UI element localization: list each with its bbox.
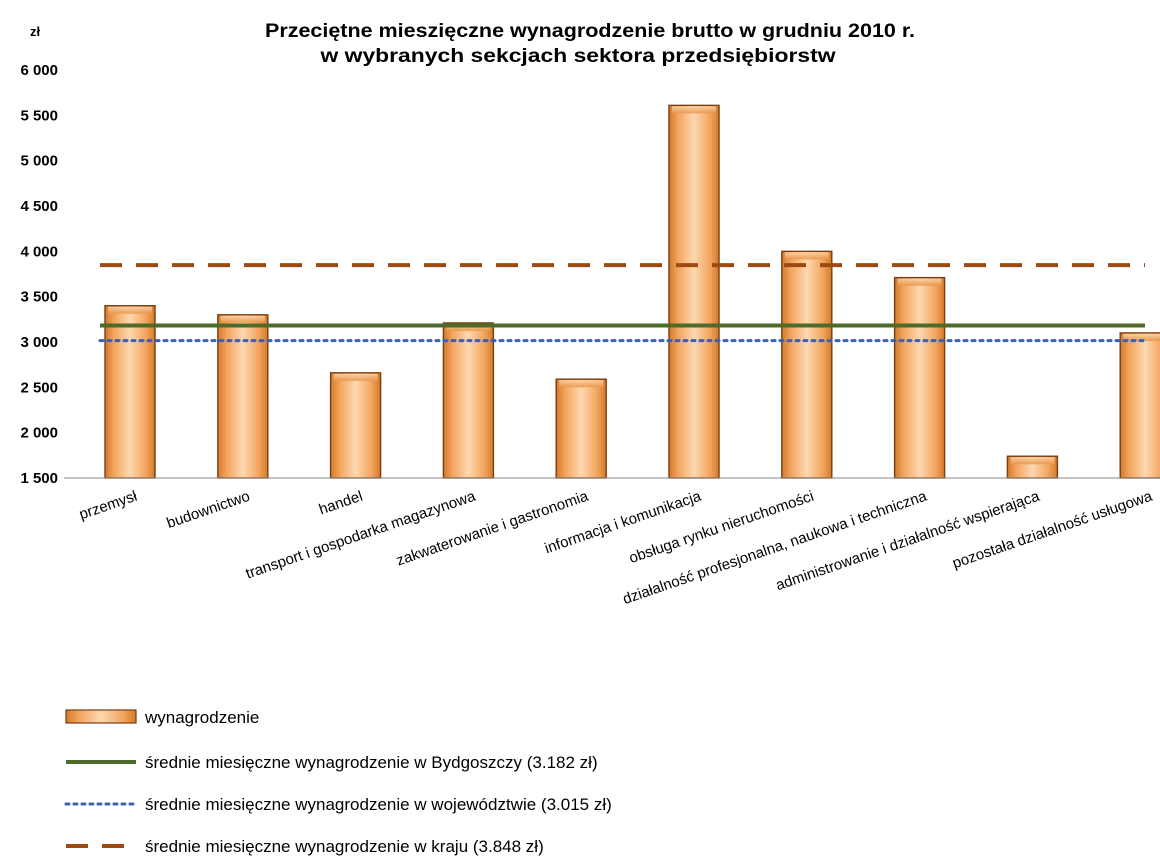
- reference-lines-group: [98, 263, 1147, 343]
- bar-body: [442, 322, 495, 479]
- bar: [442, 322, 495, 479]
- bar: [329, 372, 382, 479]
- y-axis-unit-label: zł: [30, 24, 41, 39]
- y-tick-label: 4 500: [20, 198, 58, 215]
- y-axis-ticks: 1 500 2 000 2 500 3 000 3 500 4 000 4 500 5 000…: [20, 62, 58, 487]
- bar: [893, 276, 946, 479]
- chart-title-line-1: Przeciętne mieszięczne wynagrodzenie bru…: [265, 21, 915, 42]
- x-tick-label: przemysł: [77, 487, 140, 523]
- bar: [1119, 332, 1160, 479]
- y-tick-label: 6 000: [20, 62, 58, 79]
- legend-label: średnie miesięczne wynagrodzenie w kraju…: [145, 837, 544, 856]
- x-tick-label: zakwaterowanie i gastronomia: [394, 487, 591, 569]
- y-tick-label: 2 000: [20, 425, 58, 442]
- bar-body: [555, 378, 607, 479]
- bar-top-bevel: [672, 106, 716, 114]
- bar-top-bevel: [559, 380, 604, 388]
- bar-body: [893, 276, 946, 479]
- y-tick-label: 3 000: [20, 334, 58, 351]
- y-tick-label: 1 500: [20, 470, 58, 487]
- bar-top-bevel: [1010, 457, 1055, 465]
- bar-top-bevel: [1123, 333, 1160, 341]
- bar-top-bevel: [220, 315, 265, 323]
- legend-label: wynagrodzenie: [144, 708, 259, 727]
- x-tick-label: budownictwo: [165, 488, 253, 532]
- bar-top-bevel: [897, 278, 942, 286]
- y-tick-label: 4 000: [20, 243, 58, 260]
- chart-title-line-2: w wybranych sekcjach sektora przedsiębio…: [319, 46, 835, 67]
- bar-body: [1119, 332, 1160, 479]
- bar: [104, 305, 156, 479]
- bar: [555, 378, 607, 479]
- bar-body: [781, 250, 833, 479]
- legend-label: średnie miesięczne wynagrodzenie w Bydgo…: [145, 753, 598, 772]
- bar-body: [329, 372, 382, 479]
- bar-top-bevel: [108, 306, 152, 314]
- bar: [668, 104, 720, 479]
- bars-group: [104, 104, 1160, 479]
- bar-top-bevel: [784, 252, 829, 260]
- x-tick-label: pozostała działalność usługowa: [950, 487, 1155, 572]
- legend-swatch-bar: [65, 709, 137, 724]
- legend: wynagrodzenie średnie miesięczne wynagrod…: [64, 708, 612, 856]
- bar-body: [668, 104, 720, 479]
- x-tick-label: handel: [317, 488, 365, 519]
- x-tick-label: obsługa rynku nieruchomości: [627, 488, 816, 567]
- bar: [1006, 455, 1059, 479]
- legend-label: średnie miesięczne wynagrodzenie w wojew…: [145, 795, 612, 814]
- bar: [781, 250, 833, 479]
- y-tick-label: 5 000: [20, 153, 58, 170]
- y-tick-label: 3 500: [20, 289, 58, 306]
- y-tick-label: 5 500: [20, 107, 58, 124]
- bar-top-bevel: [333, 373, 378, 381]
- y-tick-label: 2 500: [20, 379, 58, 396]
- bar-body: [104, 305, 156, 479]
